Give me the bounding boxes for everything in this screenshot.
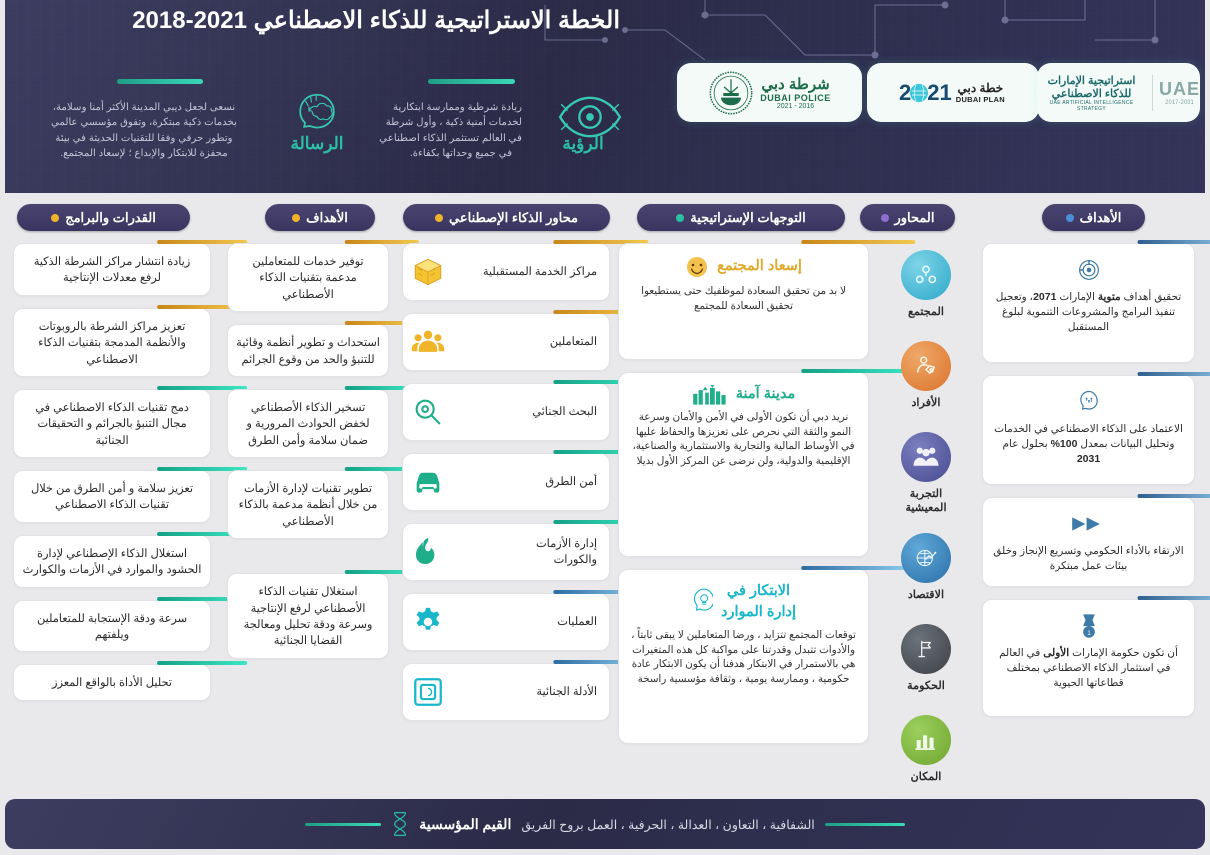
svg-text:1: 1 — [1087, 630, 1091, 637]
